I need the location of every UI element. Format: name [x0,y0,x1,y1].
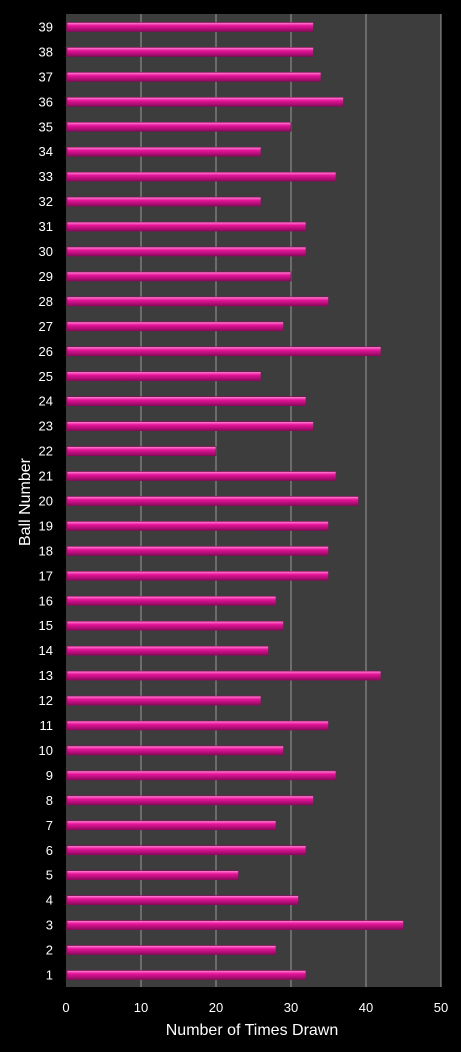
y-axis-title: Ball Number [17,457,34,546]
y-tick-label: 14 [39,643,53,658]
bar [66,970,307,980]
y-tick-label: 13 [39,668,53,683]
y-tick-label: 25 [39,369,53,384]
y-tick-label: 39 [39,20,53,35]
bar [66,895,299,905]
bar [66,196,262,207]
y-tick-label: 28 [39,294,53,309]
y-tick-label: 9 [46,768,53,783]
bar [66,346,382,357]
bar [66,820,277,831]
x-tick-label: 10 [134,1000,148,1015]
bar [66,645,269,656]
y-tick-label: 5 [46,868,53,883]
bar [66,72,322,82]
y-tick-label: 37 [39,69,53,84]
bar [66,521,329,531]
bar [66,97,344,107]
bar [66,571,329,581]
x-tick-label: 50 [434,1000,448,1015]
y-tick-label: 1 [46,968,53,983]
bar [66,745,284,756]
y-tick-label: 30 [39,244,53,259]
y-tick-label: 35 [39,119,53,134]
y-tick-label: 11 [40,718,54,733]
bar [66,870,239,881]
y-tick-label: 12 [39,693,53,708]
y-tick-label: 20 [39,494,53,509]
y-tick-label: 7 [46,818,53,833]
y-tick-label: 26 [39,344,53,359]
bar [66,446,217,456]
x-tick-label: 30 [284,1000,298,1015]
y-tick-label: 6 [46,843,53,858]
bar [66,396,307,407]
y-tick-label: 4 [46,893,53,908]
y-tick-label: 18 [39,543,53,558]
bar [66,720,329,731]
bar [66,471,337,481]
bar [66,171,337,182]
y-tick-label: 17 [39,568,53,583]
bar [66,670,382,681]
bar [66,121,292,132]
y-tick-label: 32 [39,194,53,209]
x-tick-label: 20 [209,1000,223,1015]
y-tick-label: 34 [39,144,53,159]
bar [66,47,314,57]
y-tick-label: 27 [39,319,53,334]
bar [66,945,277,955]
y-tick-label: 31 [39,219,53,234]
bars [66,22,404,980]
bar [66,421,314,431]
bar [66,546,329,556]
bar [66,695,262,706]
x-tick-labels: 0 10 20 30 40 50 [62,1000,448,1015]
bar [66,22,314,32]
bar [66,770,337,781]
bar [66,296,329,307]
bar [66,845,307,856]
y-tick-label: 24 [39,394,53,409]
y-tick-label: 19 [39,518,53,533]
bar [66,221,307,232]
bar [66,920,404,930]
y-tick-label: 33 [39,169,53,184]
bar [66,271,292,282]
y-tick-label: 22 [39,444,53,459]
bar [66,595,277,606]
y-tick-label: 8 [46,793,53,808]
bar [66,620,284,631]
y-tick-label: 16 [39,593,53,608]
x-tick-label: 0 [62,1000,69,1015]
y-tick-label: 38 [39,44,53,59]
bar [66,795,314,806]
y-tick-label: 23 [39,419,53,434]
bar [66,371,262,382]
bar [66,146,262,157]
y-tick-label: 21 [39,469,53,484]
x-axis-title: Number of Times Drawn [166,1022,339,1039]
x-tick-label: 40 [359,1000,373,1015]
bar [66,496,359,506]
y-tick-label: 29 [39,269,53,284]
y-tick-label: 3 [46,918,53,933]
y-tick-labels: 1234567891011121314151617181920212223242… [39,20,53,983]
bar [66,246,307,257]
y-tick-label: 2 [46,943,53,958]
y-tick-label: 15 [39,618,53,633]
y-tick-label: 36 [39,94,53,109]
y-tick-label: 10 [39,743,53,758]
bar [66,321,284,332]
